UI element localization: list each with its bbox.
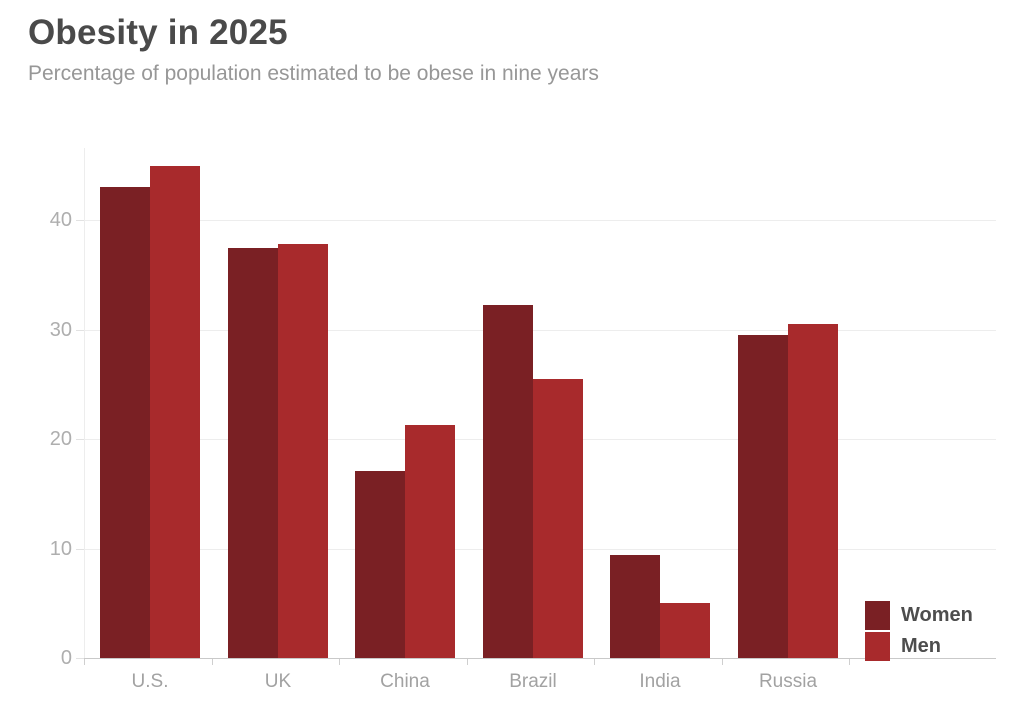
y-tick-mark-0 — [76, 658, 84, 659]
y-tick-mark-40 — [76, 220, 84, 221]
y-tick-label-40: 40 — [49, 209, 72, 231]
x-label-u-s: U.S. — [131, 671, 169, 692]
bar-men-russia — [788, 324, 838, 658]
y-axis-line — [84, 148, 85, 658]
y-tick-label-20: 20 — [49, 428, 72, 450]
bar-men-brazil — [533, 379, 583, 658]
y-tick-label-0: 0 — [60, 647, 72, 669]
x-label-uk: UK — [264, 671, 292, 692]
bar-women-china — [355, 471, 405, 658]
x-tick-mark-3 — [467, 659, 468, 665]
x-label-russia: Russia — [758, 671, 818, 692]
x-tick-mark-0 — [84, 659, 85, 665]
bar-women-u-s — [100, 187, 150, 658]
y-tick-mark-30 — [76, 330, 84, 331]
bar-women-brazil — [483, 305, 533, 658]
y-tick-label-10: 10 — [49, 538, 72, 560]
legend-label-women: Women — [901, 604, 973, 626]
x-tick-mark-6 — [849, 659, 850, 665]
x-tick-mark-1 — [212, 659, 213, 665]
legend-label-men: Men — [901, 635, 941, 657]
gridline-40 — [84, 220, 996, 221]
bar-men-uk — [278, 244, 328, 658]
legend-swatch-women — [865, 601, 890, 630]
chart-subtitle: Percentage of population estimated to be… — [28, 62, 599, 85]
chart-legend: Women Men — [865, 601, 973, 663]
y-tick-mark-20 — [76, 439, 84, 440]
x-label-china: China — [380, 671, 430, 692]
bar-men-india — [660, 603, 710, 658]
legend-swatch-men — [865, 632, 890, 661]
bar-women-uk — [228, 248, 278, 658]
x-tick-mark-4 — [594, 659, 595, 665]
x-tick-mark-2 — [339, 659, 340, 665]
x-label-brazil: Brazil — [509, 671, 557, 692]
legend-item-men: Men — [865, 632, 973, 661]
bar-women-india — [610, 555, 660, 658]
legend-item-women: Women — [865, 601, 973, 630]
bar-men-u-s — [150, 166, 200, 658]
bar-women-russia — [738, 335, 788, 658]
gridline-30 — [84, 330, 996, 331]
x-label-india: India — [639, 671, 681, 692]
gridline-0 — [84, 658, 996, 659]
y-tick-label-30: 30 — [49, 319, 72, 341]
bar-men-china — [405, 425, 455, 658]
x-tick-mark-5 — [722, 659, 723, 665]
y-tick-mark-10 — [76, 549, 84, 550]
chart-title: Obesity in 2025 — [28, 13, 288, 52]
